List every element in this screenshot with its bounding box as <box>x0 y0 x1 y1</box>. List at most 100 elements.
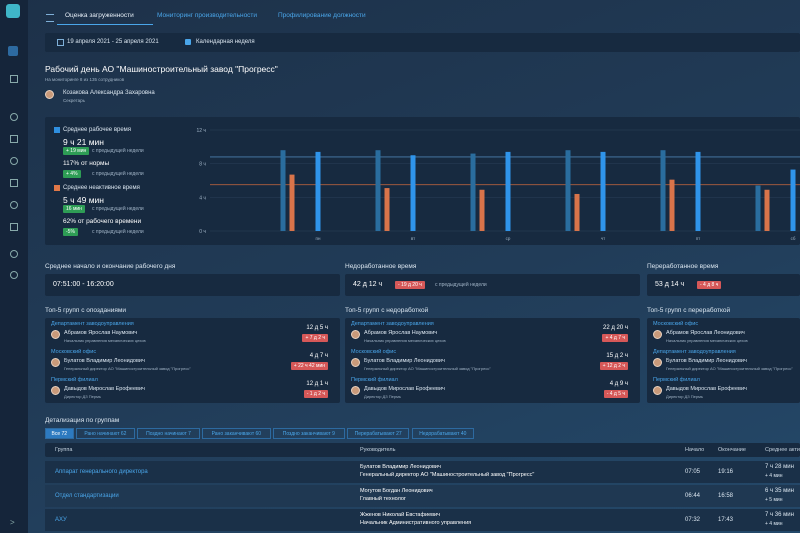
card-value: 42 д 12 ч <box>353 281 383 288</box>
group-link[interactable]: Пермский филиал <box>351 377 398 383</box>
nav-icon[interactable] <box>10 157 18 165</box>
tab[interactable]: Оценка загруженности <box>65 12 134 19</box>
stat-label: Среднее рабочее время <box>63 127 132 133</box>
tab[interactable]: Мониторинг производительности <box>157 12 258 19</box>
avatar <box>653 330 662 339</box>
card-badge: - 4 д 8 ч <box>697 281 722 289</box>
group-link[interactable]: Московский офис <box>653 321 699 327</box>
tab[interactable]: Профилирование должности <box>278 12 366 19</box>
row-end: 17:43 <box>718 517 734 523</box>
x-tick-label: сб <box>791 236 796 241</box>
nav-icon[interactable] <box>10 179 18 187</box>
group-delta: - 4 д 5 ч <box>603 390 628 398</box>
logo[interactable] <box>6 4 20 18</box>
subtitle: На мониторинге 8 из 135 сотрудников <box>45 77 125 82</box>
avatar <box>51 330 60 339</box>
bar <box>375 150 381 231</box>
person-role: Генеральный директор АО "Машиностроитель… <box>364 366 491 371</box>
avatar <box>351 386 360 395</box>
nav-icon[interactable] <box>10 250 18 258</box>
table-header-bg <box>45 443 800 457</box>
filter-chip[interactable]: Все 72 <box>45 428 74 439</box>
filter-chip[interactable]: Рано заканчивают 60 <box>201 428 271 439</box>
x-tick-label: пт <box>696 236 701 241</box>
checkbox[interactable] <box>185 39 191 45</box>
expand-icon[interactable]: > <box>10 518 15 527</box>
avatar <box>351 330 360 339</box>
group-link[interactable]: Московский офис <box>351 349 397 355</box>
person-role: Секретарь <box>63 98 85 103</box>
stat-badge: -5% <box>63 228 78 236</box>
row-active: 6 ч 35 мин <box>765 488 794 494</box>
person-role: Генеральный директор АО "Машиностроитель… <box>666 366 793 371</box>
person-name: Давыдов Мирослав Ерофеевич <box>64 386 145 392</box>
stat-note: с предыдущей недели <box>92 229 144 235</box>
bar <box>280 150 286 231</box>
row-start: 07:32 <box>685 517 701 523</box>
row-head-role: Генеральный директор АО "Машиностроитель… <box>360 472 535 478</box>
bar <box>669 179 675 231</box>
group-delta: - 1 д 2 ч <box>303 390 328 398</box>
column-header: Начало <box>685 447 705 453</box>
bar <box>695 151 701 231</box>
avatar <box>351 358 360 367</box>
table-row[interactable] <box>45 509 800 531</box>
filter-chip[interactable]: Поздно начинают 7 <box>137 428 200 439</box>
nav-icon[interactable] <box>10 271 18 279</box>
nav-icon[interactable] <box>10 113 18 121</box>
row-group[interactable]: Аппарат генерального директора <box>55 469 148 475</box>
filter-chip[interactable]: Рано начинают 62 <box>75 428 136 439</box>
nav-icon[interactable] <box>10 135 18 143</box>
x-tick-label: ср <box>506 236 511 241</box>
avatar <box>51 358 60 367</box>
stat-note: с предыдущей недели <box>92 171 144 177</box>
stat-value: 9 ч 21 мин <box>63 137 104 147</box>
y-tick-label: 0 ч <box>199 229 206 235</box>
group-link[interactable]: Московский офис <box>51 349 97 355</box>
person-role: Директор ДЗ Пермь <box>364 394 401 399</box>
group-value: 15 д 2 ч <box>606 353 628 359</box>
nav-icon[interactable] <box>10 201 18 209</box>
filter-chip[interactable]: Недорабатывают 40 <box>411 428 475 439</box>
bar <box>755 185 761 231</box>
person-name: Булатов Владимир Леонидович <box>666 358 747 364</box>
calendar-icon <box>57 39 64 46</box>
top5-panel: Департамент заводоуправления Абрамов Ярос… <box>45 318 340 403</box>
bar <box>384 188 390 231</box>
bar <box>470 153 476 231</box>
nav-icon[interactable] <box>10 75 18 83</box>
nav-icon-active[interactable] <box>8 46 18 56</box>
filter-chip[interactable]: Поздно заканчивают 9 <box>272 428 345 439</box>
person-name: Булатов Владимир Леонидович <box>364 358 445 364</box>
row-end: 19:16 <box>718 469 734 475</box>
group-value: 22 д 20 ч <box>603 325 628 331</box>
person-name: Давыдов Мирослав Ерофеевич <box>364 386 445 392</box>
card-title: Среднее начало и окончание рабочего дня <box>45 263 176 270</box>
table-row[interactable] <box>45 485 800 507</box>
group-link[interactable]: Департамент заводоуправления <box>653 349 736 355</box>
card: 07:51:00 - 16:20:00 <box>45 274 340 296</box>
top5-title: Топ-5 групп с переработкой <box>647 307 731 314</box>
card: 53 д 14 ч - 4 д 8 ч <box>647 274 800 296</box>
row-group[interactable]: АХУ <box>55 517 67 523</box>
group-value: 12 д 1 ч <box>306 381 328 387</box>
person-name: Абрамов Ярослав Наумович <box>364 330 438 336</box>
group-link[interactable]: Пермский филиал <box>51 377 98 383</box>
x-tick-label: пн <box>316 236 321 241</box>
person-name: Давыдов Мирослав Ерофеевич <box>666 386 747 392</box>
stat-note: с предыдущей недели <box>92 206 144 212</box>
person-role: Начальник управления механических цехов <box>64 338 146 343</box>
group-link[interactable]: Пермский филиал <box>653 377 700 383</box>
card-value: 53 д 14 ч <box>655 281 685 288</box>
nav-icon[interactable] <box>10 223 18 231</box>
group-link[interactable]: Департамент заводоуправления <box>51 321 134 327</box>
row-group[interactable]: Отдел стандартизации <box>55 493 119 499</box>
column-header: Группа <box>55 447 73 453</box>
filter-chip[interactable]: Перерабатывают 27 <box>346 428 410 439</box>
person-name: Булатов Владимир Леонидович <box>64 358 145 364</box>
period[interactable]: 19 апреля 2021 - 25 апреля 2021 <box>67 39 159 45</box>
table-row[interactable] <box>45 461 800 483</box>
column-header: Среднее активное время <box>765 447 800 453</box>
group-link[interactable]: Департамент заводоуправления <box>351 321 434 327</box>
menu-icon[interactable] <box>46 14 54 22</box>
